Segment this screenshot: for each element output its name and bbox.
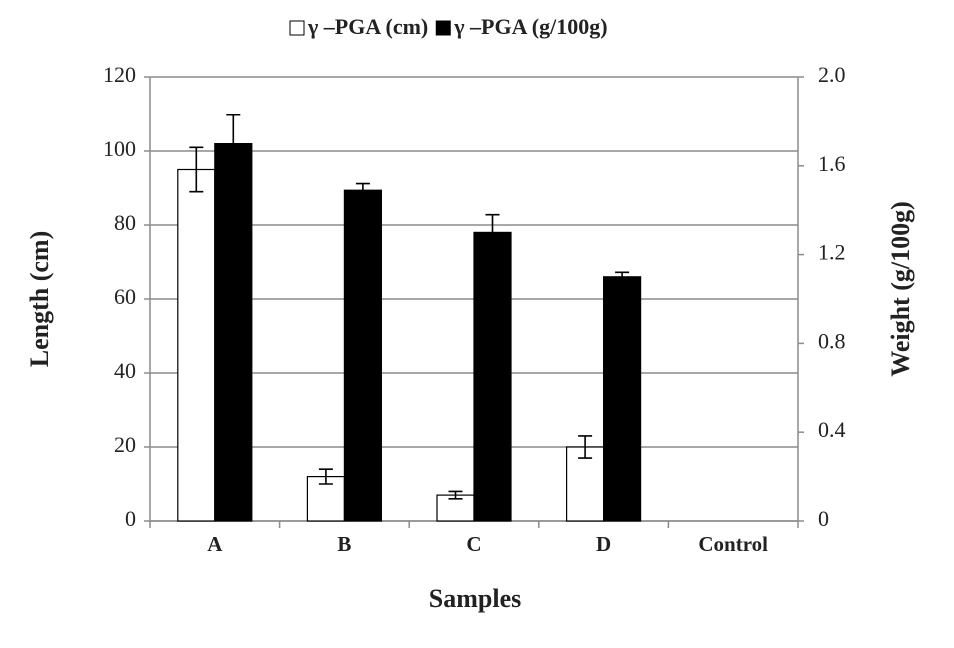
x-tick-label: Control bbox=[698, 532, 768, 556]
y2-axis-title: Weight (g/100g) bbox=[886, 201, 915, 377]
legend-label: γ –PGA (g/100g) bbox=[453, 14, 607, 39]
error-bar bbox=[578, 435, 593, 459]
y-tick-label: 100 bbox=[103, 136, 136, 161]
error-bar bbox=[318, 468, 333, 485]
error-bar bbox=[226, 113, 241, 174]
x-tick-label: C bbox=[466, 532, 481, 556]
legend-swatch bbox=[289, 20, 305, 36]
y-tick-label: 60 bbox=[114, 284, 136, 309]
y2-tick-label: 1.6 bbox=[818, 151, 846, 176]
y2-tick-label: 1.2 bbox=[818, 240, 846, 265]
y-tick-label: 0 bbox=[125, 506, 136, 531]
legend-swatch bbox=[435, 20, 451, 36]
error-bar bbox=[485, 213, 500, 251]
x-tick-label: A bbox=[207, 532, 223, 556]
y2-tick-label: 2.0 bbox=[818, 62, 846, 87]
y-tick-label: 40 bbox=[114, 358, 136, 383]
x-tick-label: D bbox=[596, 532, 611, 556]
y-tick-label: 120 bbox=[103, 62, 136, 87]
y2-tick-label: 0 bbox=[818, 506, 829, 531]
error-bar bbox=[615, 271, 630, 283]
error-bar bbox=[448, 490, 463, 500]
x-tick-label: B bbox=[337, 532, 351, 556]
y-tick-label: 20 bbox=[114, 432, 136, 457]
bar bbox=[473, 231, 512, 522]
error-bar bbox=[189, 146, 204, 193]
y-axis-title: Length (cm) bbox=[25, 231, 54, 367]
x-axis-title: Samples bbox=[429, 584, 521, 613]
bar bbox=[565, 446, 605, 522]
bar bbox=[343, 189, 382, 522]
y2-tick-label: 0.4 bbox=[818, 417, 846, 442]
bar bbox=[602, 276, 642, 522]
bar bbox=[214, 143, 253, 522]
legend-label: γ –PGA (cm) bbox=[307, 14, 428, 39]
bar bbox=[177, 168, 216, 522]
error-bar bbox=[355, 182, 370, 198]
y-tick-label: 80 bbox=[114, 210, 136, 235]
y2-tick-label: 0.8 bbox=[818, 328, 846, 353]
